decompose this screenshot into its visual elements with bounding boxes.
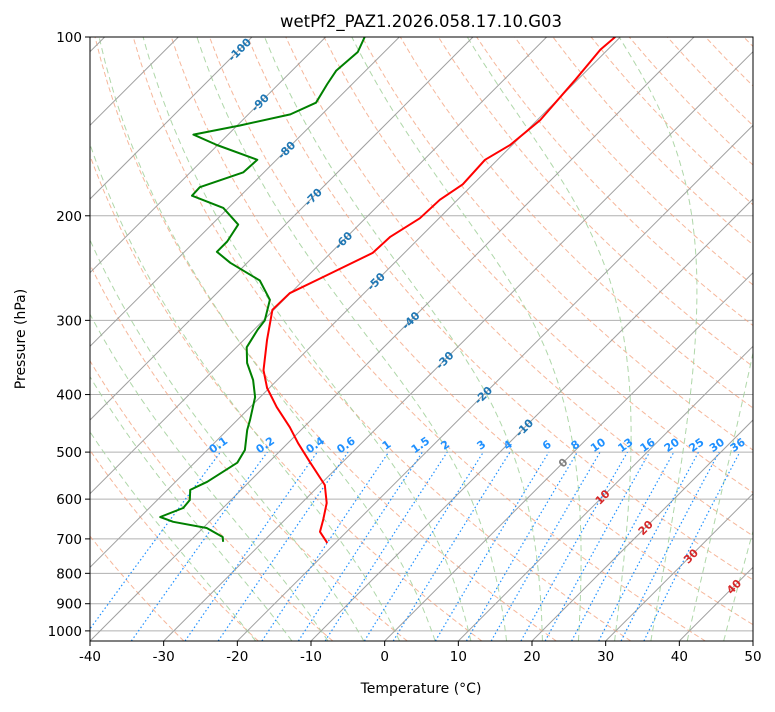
isotherm-gridline: [90, 37, 694, 641]
moist-adiabat-line: [0, 37, 292, 641]
y-tick-label: 500: [56, 445, 82, 461]
moist-adiabat-line: [619, 37, 697, 641]
moist-adiabat-line: [724, 37, 775, 641]
dry-adiabat-line: [95, 37, 556, 641]
x-tick-label: 20: [523, 649, 540, 665]
mixing-ratio-line: [521, 452, 628, 641]
mixing-ratio-label: 2: [438, 438, 452, 453]
dry-adiabat-line: [553, 37, 775, 641]
x-tick-label: 50: [744, 649, 761, 665]
profiles: [160, 37, 615, 543]
background-lines: [0, 37, 775, 641]
x-tick-label: -30: [153, 649, 175, 665]
dry-adiabat-line: [667, 37, 775, 641]
moist-adiabat-line: [31, 37, 364, 641]
y-tick-label: 600: [56, 492, 82, 508]
x-tick-label: -20: [226, 649, 248, 665]
isotherm-label: -100: [225, 35, 254, 64]
x-tick-label: 0: [380, 649, 389, 665]
y-tick-label: 800: [56, 566, 82, 582]
dry-adiabat-line: [706, 37, 775, 641]
y-tick-label: 100: [56, 30, 82, 46]
mixing-ratio-label: 0.1: [207, 434, 230, 456]
mixing-ratio-label: 1.5: [409, 434, 432, 456]
isotherm-gridline: [0, 37, 547, 641]
mixing-ratio-label: 3: [475, 438, 489, 453]
mixing-ratio-line: [131, 452, 267, 641]
isotherm-gridline: [164, 37, 768, 641]
y-tick-label: 300: [56, 313, 82, 329]
mixing-ratio-line: [298, 452, 422, 641]
isotherm-gridline: [753, 37, 775, 641]
y-axis-label: Pressure (hPa): [13, 289, 29, 389]
dry-adiabat-line: [515, 37, 775, 641]
moist-adiabat-line: [143, 37, 471, 641]
moist-adiabat-line: [0, 37, 256, 641]
x-tick-label: -40: [79, 649, 101, 665]
mixing-ratio-line: [572, 452, 674, 641]
y-tick-label: 200: [56, 209, 82, 225]
mixing-ratio-label: 0.6: [334, 434, 358, 456]
mixing-ratio-line: [364, 452, 483, 641]
y-tick-label: 400: [56, 388, 82, 404]
moist-adiabat-line: [197, 37, 507, 641]
dry-adiabat-line: [477, 37, 775, 641]
y-tick-label: 1000: [48, 624, 82, 640]
x-tick-label: 10: [450, 649, 467, 665]
mixing-ratio-line: [262, 452, 389, 641]
x-tick-label: 40: [671, 649, 688, 665]
chart-title: wetPf2_PAZ1.2026.058.17.10.G03: [280, 12, 562, 32]
mixing-ratio-label: 6: [540, 438, 554, 453]
mixing-ratio-line: [599, 452, 699, 641]
x-tick-label: 30: [597, 649, 614, 665]
isotherm-gridline: [532, 37, 775, 641]
dry-adiabat-line: [0, 37, 333, 641]
dry-adiabat-line: [0, 37, 258, 641]
dry-adiabat-line: [362, 37, 775, 641]
x-tick-label: -10: [300, 649, 322, 665]
y-tick-label: 700: [56, 532, 82, 548]
isotherm-gridline: [0, 37, 326, 641]
moist-adiabat-line: [687, 37, 775, 641]
isotherm-gridline: [0, 37, 252, 641]
moist-adiabat-line: [352, 37, 581, 641]
mixing-ratio-line: [218, 452, 348, 641]
dry-adiabat-line: [744, 37, 775, 641]
x-axis-label: Temperature (°C): [360, 681, 482, 697]
isotherm-gridline: [0, 37, 399, 641]
dry-adiabat-line: [19, 37, 408, 641]
y-tick-label: 900: [56, 597, 82, 613]
plot-frame: [90, 37, 753, 641]
mixing-ratio-label: 0.4: [304, 434, 328, 456]
isotherm-label: -90: [249, 91, 272, 114]
